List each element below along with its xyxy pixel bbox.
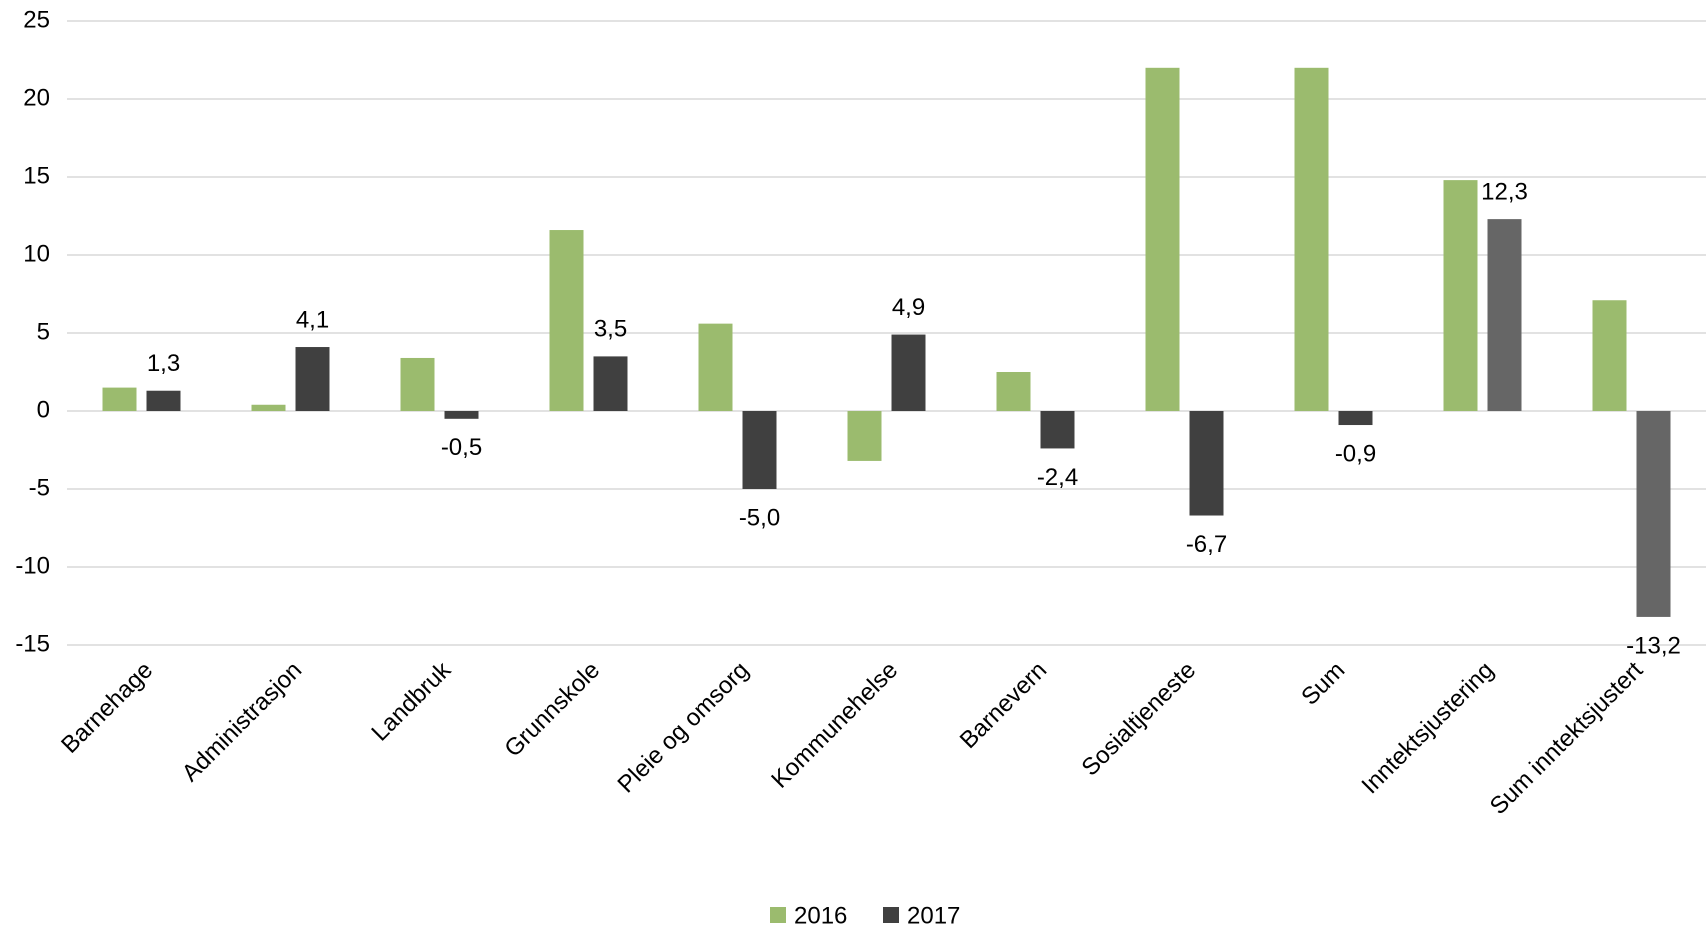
bar — [102, 387, 137, 411]
bar — [1338, 411, 1373, 426]
legend-swatch — [883, 907, 899, 923]
bar — [146, 390, 181, 411]
y-tick-label: 25 — [23, 6, 50, 33]
data-label: 12,3 — [1481, 178, 1528, 205]
x-tick-label: Landbruk — [366, 656, 457, 747]
legend-label: 2017 — [907, 902, 960, 929]
data-label: -0,9 — [1335, 440, 1376, 467]
data-label: 1,3 — [147, 350, 180, 377]
y-tick-label: -10 — [15, 552, 50, 579]
x-tick-label: Administrasjon — [177, 657, 307, 787]
x-tick-label: Kommunehelse — [766, 657, 903, 794]
data-label: -0,5 — [441, 434, 482, 461]
bar — [1443, 180, 1478, 411]
bar — [1294, 67, 1329, 412]
bar — [1592, 300, 1627, 411]
bar — [742, 411, 777, 489]
bar — [891, 334, 926, 411]
x-tick-label: Barnehage — [56, 657, 158, 759]
x-tick-label: Pleie og omsorg — [612, 657, 754, 799]
y-tick-label: 10 — [23, 240, 50, 267]
x-tick-label: Sum inntektsjustert — [1485, 656, 1649, 820]
bar — [444, 411, 479, 419]
bar — [1145, 67, 1180, 412]
legend-label: 2016 — [794, 902, 847, 929]
data-label: 4,9 — [892, 294, 925, 321]
data-label: -13,2 — [1626, 632, 1681, 659]
x-tick-label: Barnevern — [955, 657, 1052, 754]
x-tick-label: Inntektsjustering — [1357, 657, 1500, 800]
data-label: -6,7 — [1186, 531, 1227, 558]
x-tick-label: Grunnskole — [499, 657, 605, 763]
x-tick-label: Sum — [1296, 657, 1350, 711]
bar — [295, 347, 330, 411]
bar — [1189, 411, 1224, 516]
bar — [698, 323, 733, 411]
data-label: 3,5 — [594, 316, 627, 343]
bar — [593, 356, 628, 411]
y-tick-label: 0 — [37, 396, 50, 423]
y-tick-label: 15 — [23, 162, 50, 189]
x-tick-label: Sosialtjeneste — [1076, 657, 1201, 782]
data-label: 4,1 — [296, 306, 329, 333]
data-label: -2,4 — [1037, 464, 1078, 491]
y-tick-label: 20 — [23, 84, 50, 111]
legend-swatch — [770, 907, 786, 923]
bar — [847, 411, 882, 461]
bar — [400, 357, 435, 411]
bar — [1487, 219, 1522, 411]
bar — [1636, 411, 1671, 617]
bar — [1040, 411, 1075, 449]
y-tick-label: -5 — [29, 474, 50, 501]
y-tick-label: 5 — [37, 318, 50, 345]
bar — [251, 404, 286, 411]
bar — [549, 230, 584, 411]
data-label: -5,0 — [739, 504, 780, 531]
bar — [996, 372, 1031, 411]
y-tick-label: -15 — [15, 630, 50, 657]
